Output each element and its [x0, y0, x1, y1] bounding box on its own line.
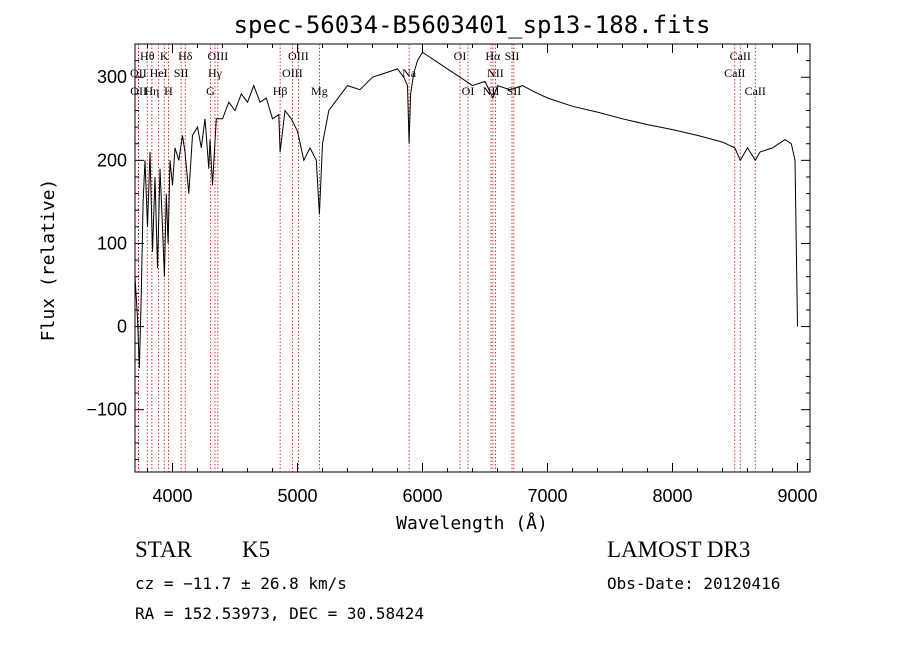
line-label-1: OII	[130, 66, 147, 80]
line-label-12: Hβ	[273, 84, 288, 98]
line-label-17: OI	[454, 49, 467, 63]
x-tick-label-4: 8000	[652, 486, 692, 506]
y-tick-label-1: 0	[117, 317, 127, 337]
survey-name: LAMOST DR3	[607, 537, 751, 562]
line-label-14: OIII	[288, 49, 309, 63]
object-class: STAR	[135, 537, 192, 562]
y-axis-label: Flux (relative)	[38, 179, 59, 342]
x-tick-label-0: 4000	[152, 486, 192, 506]
line-label-8: Hδ	[178, 49, 193, 63]
line-label-0: Hθ	[140, 49, 155, 63]
line-label-5: K	[160, 49, 169, 63]
y-tick-label-0: −100	[86, 400, 127, 420]
line-label-20: Hα	[485, 49, 501, 63]
x-tick-label-2: 6000	[402, 486, 442, 506]
y-tick-label-3: 200	[97, 150, 127, 170]
line-label-24: CaII	[724, 66, 745, 80]
chart-title: spec-56034-B5603401_sp13-188.fits	[234, 11, 711, 39]
line-label-23: SII	[507, 84, 522, 98]
line-label-19: NII	[483, 84, 500, 98]
y-tick-label-4: 300	[97, 67, 127, 87]
line-label-2: OII	[130, 84, 147, 98]
line-label-18: OI	[462, 84, 475, 98]
line-label-25: CaII	[730, 49, 751, 63]
line-label-11: G	[206, 84, 215, 98]
x-tick-label-5: 9000	[777, 486, 817, 506]
line-label-15: Mg	[311, 84, 328, 98]
x-tick-label-3: 7000	[527, 486, 567, 506]
line-label-7: H	[164, 84, 173, 98]
line-label-10: Hγ	[208, 66, 223, 80]
x-axis-label: Wavelength (Å)	[396, 512, 548, 534]
object-subclass: K5	[242, 537, 271, 562]
line-label-22: SII	[505, 49, 520, 63]
axis-ticks: 4000 5000 6000 7000 8000 9000 −100 0 100 200 300	[86, 44, 818, 506]
observation-date: Obs-Date: 20120416	[607, 574, 781, 593]
spectral-line-markers	[137, 44, 756, 472]
line-label-26: CaII	[745, 84, 766, 98]
x-tick-label-1: 5000	[277, 486, 317, 506]
line-label-3: Hη	[144, 84, 159, 98]
line-label-21: NII	[487, 66, 504, 80]
y-tick-label-2: 100	[97, 233, 127, 253]
redshift-cz: cz = −11.7 ± 26.8 km/s	[135, 574, 347, 593]
line-label-13: OIII	[282, 66, 303, 80]
coordinates: RA = 152.53973, DEC = 30.58424	[135, 604, 424, 623]
line-label-6: SII	[174, 66, 189, 80]
line-label-9: OIII	[208, 49, 229, 63]
line-label-4: HeI	[150, 66, 168, 80]
spectrum-line	[134, 51, 798, 369]
